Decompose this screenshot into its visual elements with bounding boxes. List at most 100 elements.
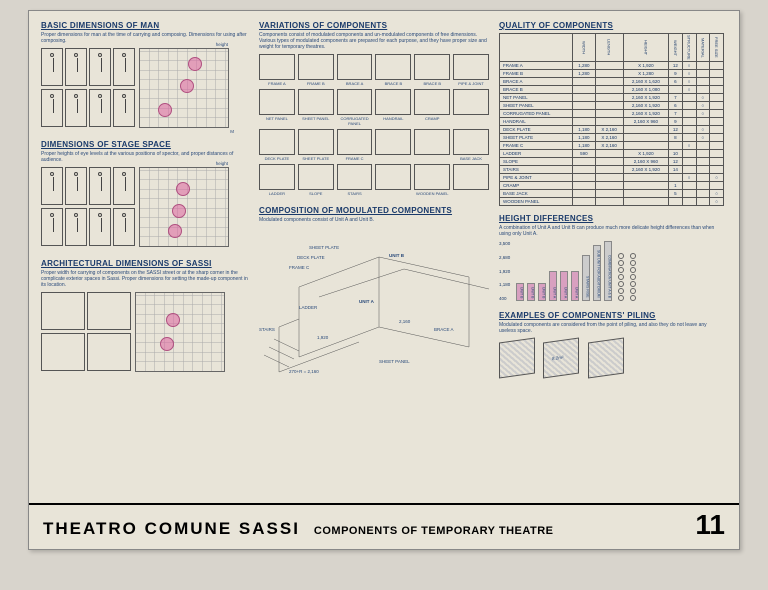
col-mid: VARIATIONS OF COMPONENTS Components cons… — [259, 21, 489, 377]
component-icon — [375, 164, 411, 190]
sheet-subtitle: COMPONENTS OF TEMPORARY THEATRE — [314, 525, 554, 537]
axis-h1: height — [216, 42, 228, 47]
iso-d1: 1,920 — [317, 335, 328, 340]
table-row: CRAMP1 — [500, 182, 724, 190]
cap-s7: A combination of Unit A and Unit B can p… — [499, 225, 724, 237]
dot-6 — [168, 224, 182, 238]
table-row: LADDER590X 1,92010 — [500, 150, 724, 158]
pile-2: 8.2m² — [543, 337, 579, 378]
dot-3 — [158, 103, 172, 117]
component-label: STAIRS — [337, 191, 373, 196]
height-bar: UNIT A — [560, 271, 568, 301]
iso-brace: BRACE A — [434, 327, 454, 332]
component-icon — [337, 54, 373, 80]
height-bar: UNIT B — [527, 283, 535, 301]
component-icon — [414, 129, 450, 155]
component-icon — [298, 89, 334, 115]
title-s3: ARCHITECTURAL DIMENSIONS OF SASSI — [41, 259, 251, 268]
component-icon — [298, 129, 334, 155]
height-bars: UNIT BUNIT BUNIT BUNIT AUNIT AUNIT ASTAI… — [516, 241, 612, 301]
component-label: FRAME B — [298, 81, 334, 86]
table-row: SHEET PANEL2,160 X 1,9206○ — [500, 102, 724, 110]
title-s6: QUALITY OF COMPONENTS — [499, 21, 724, 30]
iso-sheet: SHEET PLATE — [309, 245, 339, 250]
component-icon — [259, 129, 295, 155]
cap-s5: Modulated components consist of Unit A a… — [259, 217, 489, 223]
table-row: BRACE A2,160 X 1,6206○ — [500, 78, 724, 86]
component-icon — [414, 89, 450, 115]
component-icon — [453, 164, 489, 190]
fig-humans-2 — [41, 167, 135, 249]
iso-b: UNIT B — [389, 253, 404, 258]
component-icon — [453, 89, 489, 115]
table-row: FRAME B1,280X 1,2809○ — [500, 70, 724, 78]
component-icon — [414, 164, 450, 190]
component-label: SLOPE — [298, 191, 334, 196]
component-grid: FRAME AFRAME BBRACE ABRACE BBRACE BPIPE … — [259, 54, 489, 196]
col-left: BASIC DIMENSIONS OF MAN Proper dimension… — [41, 21, 251, 374]
component-label: DECK PLATE — [259, 156, 295, 161]
component-label: CORRUGATED PANEL — [337, 116, 373, 126]
component-icon — [375, 54, 411, 80]
component-icon — [259, 54, 295, 80]
table-row: DECK PLATE1,180X 2,16012○ — [500, 126, 724, 134]
sheet-number: 11 — [695, 509, 725, 541]
table-row: BASE JACK5○ — [500, 190, 724, 198]
component-label: FRAME A — [259, 81, 295, 86]
component-icon — [298, 54, 334, 80]
component-icon — [298, 164, 334, 190]
table-row: PIPE & JOINT○○ — [500, 174, 724, 182]
graph-1: height M — [139, 48, 229, 128]
cap-s4: Components consist of modulated componen… — [259, 32, 489, 50]
quality-table: WIDTHLENGTHHEIGHTWEIGHTSTRUCTUREMATERIAL… — [499, 33, 724, 206]
table-row: CORRUGATED PANEL2,160 X 1,9207○ — [500, 110, 724, 118]
component-icon — [259, 89, 295, 115]
title-s4: VARIATIONS OF COMPONENTS — [259, 21, 489, 30]
component-label: SHEET PLATE — [298, 156, 334, 161]
title-s1: BASIC DIMENSIONS OF MAN — [41, 21, 251, 30]
table-row: NET PANEL2,160 X 1,9207○ — [500, 94, 724, 102]
dot-2 — [180, 79, 194, 93]
height-bar: COMBINATION UNIT A & B — [604, 241, 612, 301]
component-icon — [337, 129, 373, 155]
component-label: SHEET PANEL — [298, 116, 334, 121]
title-s5: COMPOSITION OF MODULATED COMPONENTS — [259, 206, 489, 215]
iso-stairs: STAIRS — [259, 327, 275, 332]
component-label: HANDRAIL — [375, 116, 411, 121]
axis-h2: height — [216, 161, 228, 166]
iso-drawing: UNIT B UNIT A SHEET PLATE DECK PLATE FRA… — [259, 227, 499, 377]
component-icon — [259, 164, 295, 190]
table-row: SLOPE2,160 X 96012 — [500, 158, 724, 166]
component-icon — [375, 129, 411, 155]
title-s2: DIMENSIONS OF STAGE SPACE — [41, 140, 251, 149]
component-label: BASE JACK — [453, 156, 489, 161]
iso-ladder: LADDER — [299, 305, 317, 310]
graph-2: height — [139, 167, 229, 247]
graph-3 — [135, 292, 225, 372]
iso-deck: DECK PLATE — [297, 255, 325, 260]
iso-base: 270+R = 2,160 — [289, 369, 319, 374]
title-s7: HEIGHT DIFFERENCES — [499, 214, 724, 223]
axis-m1: M — [230, 129, 234, 134]
height-bar: UNIT A — [549, 271, 557, 301]
iso-a: UNIT A — [359, 299, 374, 304]
table-row: HANDRAIL2,160 X 9609 — [500, 118, 724, 126]
component-icon — [337, 89, 373, 115]
table-row: FRAME A1,280X 1,92012○ — [500, 62, 724, 70]
height-scale: 3,5002,6801,9201,180400 — [499, 241, 510, 301]
table-row: SHEET PLATE1,180X 2,1608○ — [500, 134, 724, 142]
title-block: THEATRO COMUNE SASSI COMPONENTS OF TEMPO… — [29, 503, 739, 541]
component-label: LADDER — [259, 191, 295, 196]
sec-basic-dim: BASIC DIMENSIONS OF MAN Proper dimension… — [41, 21, 251, 130]
component-label: PIPE & JOINT — [453, 81, 489, 86]
component-label: FRAME C — [337, 156, 373, 161]
circ-col-1 — [618, 253, 624, 301]
fig-humans-1 — [41, 48, 135, 130]
iso-d2: 2,160 — [399, 319, 410, 324]
component-label: WOODEN PANEL — [414, 191, 450, 196]
height-bar: SUB UNIT FOR AUDITORIUM — [593, 245, 601, 301]
component-icon — [337, 164, 373, 190]
height-bar: UNIT A — [571, 271, 579, 301]
height-bar: UNIT B — [516, 283, 524, 301]
component-icon — [375, 89, 411, 115]
